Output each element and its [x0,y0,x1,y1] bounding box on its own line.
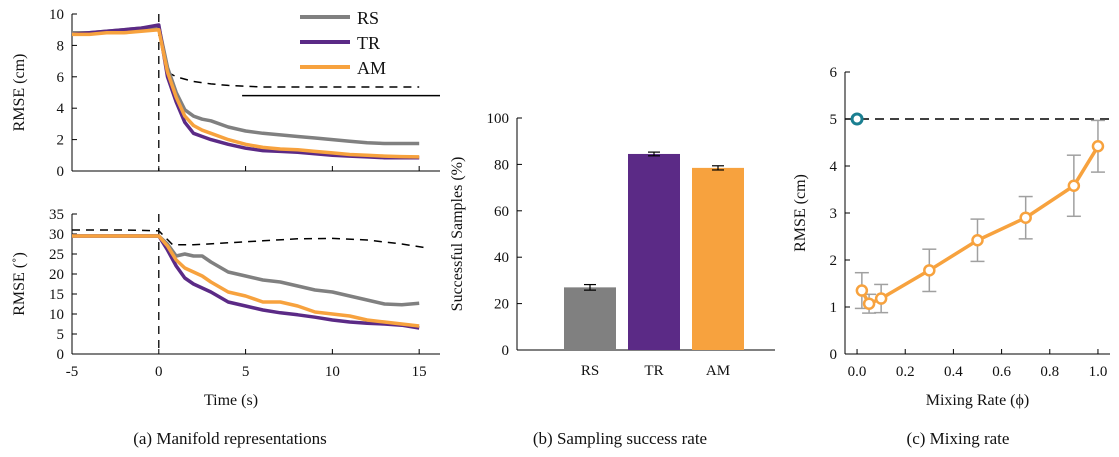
y-axis-label: RMSE (cm) [11,54,28,132]
y-tick-label: 80 [494,157,509,173]
x-tick-label: 0 [155,364,163,380]
x-tick-label: 10 [325,364,340,380]
data-point [1091,140,1105,153]
series-line-am [860,145,1100,306]
y-tick-label: 20 [494,297,509,313]
x-tick-label: 15 [412,364,427,380]
data-point [874,292,888,305]
series-line-tr [72,234,420,330]
y-tick-label: 0 [830,347,838,363]
panel-b-bar-chart: 0 20 40 60 80 100 Successful Samples (%) RS TR AM [449,111,775,379]
y-axis-label: RMSE (˚) [11,252,28,316]
bar-tr [628,153,680,350]
bar-am [692,167,744,350]
x-tick-label: 0.6 [992,364,1011,380]
y-tick-label: 0 [502,343,510,359]
data-point [1019,211,1032,224]
x-axis-label: Mixing Rate (ϕ) [926,392,1030,409]
data-point [855,284,869,297]
x-tick-label: 0.4 [944,364,963,380]
y-tick-label: 2 [830,253,838,269]
y-axis-label: Successful Samples (%) [449,157,466,312]
caption-b: (b) Sampling success rate [533,429,707,448]
reference-dashed-line [72,229,428,249]
y-tick-label: 2 [57,133,65,149]
y-tick-label: 60 [494,204,509,220]
y-tick-label: 3 [830,206,838,222]
data-point [1067,179,1081,192]
x-tick-label: 0.0 [848,364,867,380]
bar-rs [564,287,616,350]
x-tick-label: -5 [66,364,79,380]
panel-c-line-plot: 0 1 2 3 4 5 6 0.0 0.2 0.4 0.6 0.8 1.0 Mixing Rate (ϕ)… [792,65,1110,409]
y-tick-label: 35 [49,207,64,223]
series-line-am [72,234,420,328]
data-point [923,264,936,277]
caption-c: (c) Mixing rate [907,429,1010,448]
y-tick-label: 5 [57,327,65,343]
y-tick-label: 25 [49,247,64,263]
y-tick-label: 1 [830,300,838,316]
y-axis-label: RMSE (cm) [792,174,809,252]
y-tick-label: 10 [49,7,64,23]
x-tick-label: AM [706,363,730,379]
x-tick-label: 5 [242,364,250,380]
x-axis-label: Time (s) [204,392,258,409]
x-tick-label: 0.2 [896,364,915,380]
legend-label-tr: TR [357,33,380,53]
y-tick-label: 0 [57,347,65,363]
y-tick-label: 6 [57,70,65,86]
y-tick-label: 0 [57,164,65,180]
series-line-am [72,27,420,159]
panel-a-top-plot: 0 2 4 6 8 10 RMSE (cm) RS TR AM [11,7,440,180]
y-tick-label: 15 [49,287,64,303]
y-tick-label: 10 [49,307,64,323]
y-tick-label: 4 [830,159,838,175]
y-tick-label: 5 [830,112,838,128]
legend-label-am: AM [357,58,386,78]
x-tick-label: 1.0 [1089,364,1108,380]
y-tick-label: 4 [57,101,65,117]
reference-dashed-line [167,71,420,88]
x-tick-label: RS [581,363,599,379]
y-tick-label: 30 [49,227,64,243]
y-tick-label: 20 [49,267,64,283]
legend-label-rs: RS [357,8,379,28]
data-point [971,234,984,247]
reference-point [850,112,864,126]
caption-a: (a) Manifold representations [133,429,327,448]
y-tick-label: 6 [830,65,838,81]
data-point [862,297,876,310]
x-tick-label: 0.8 [1040,364,1059,380]
x-tick-label: TR [644,363,663,379]
y-tick-label: 40 [494,250,509,266]
y-tick-label: 8 [57,38,65,54]
y-tick-label: 100 [487,111,510,127]
